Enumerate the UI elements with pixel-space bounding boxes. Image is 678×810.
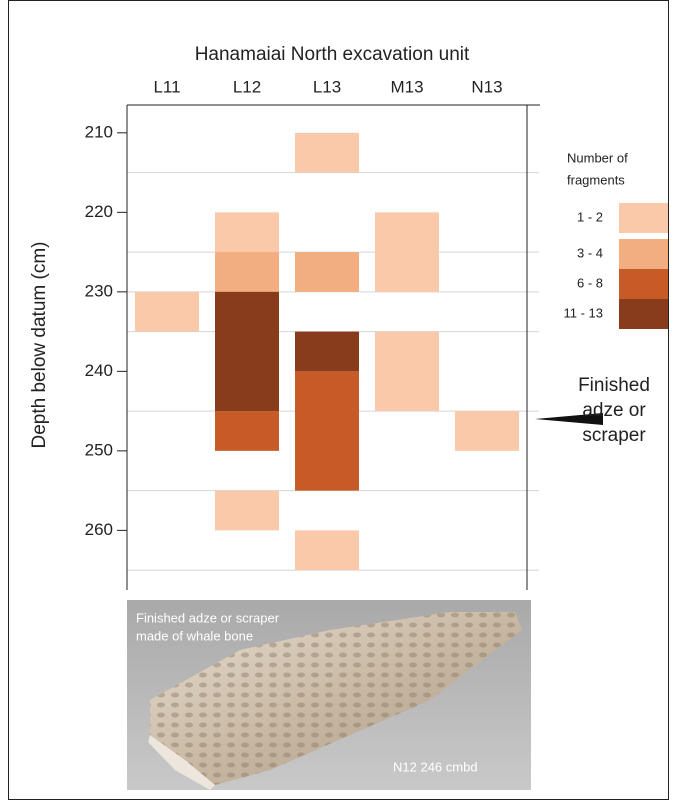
annotation-arrow <box>535 413 603 426</box>
legend-label: 1 - 2 <box>577 209 603 224</box>
y-tick-label: 240 <box>85 361 113 380</box>
photo-label: N12 246 cmbd <box>393 759 478 774</box>
x-tick-label: L13 <box>313 77 341 96</box>
legend-swatch <box>619 239 668 269</box>
x-tick-label: N13 <box>471 77 502 96</box>
photo: Finished adze or scraper made of whale b… <box>127 600 531 790</box>
annotation-text: Finished <box>578 375 650 396</box>
frame <box>8 0 669 800</box>
legend-swatch <box>619 203 668 233</box>
cell <box>215 411 279 451</box>
legend-swatch <box>619 269 668 299</box>
photo-caption: Finished adze or scraper <box>136 610 280 625</box>
cell <box>295 132 359 173</box>
annotation-text: adze or <box>582 400 646 421</box>
x-tick-label: M13 <box>390 77 423 96</box>
annotation-text: scraper <box>582 425 646 446</box>
x-tick-label: L12 <box>233 77 261 96</box>
legend-swatch <box>619 299 668 329</box>
cell <box>215 252 279 292</box>
cell <box>295 530 359 571</box>
cell <box>215 291 279 412</box>
legend-label: 11 - 13 <box>563 305 603 320</box>
x-tick-label: L11 <box>153 77 180 96</box>
legend-label: 6 - 8 <box>577 275 603 290</box>
y-tick-label: 210 <box>85 122 113 141</box>
y-tick-label: 220 <box>85 202 113 221</box>
legend-title: Number of <box>567 150 628 165</box>
cell <box>295 331 359 372</box>
cell <box>215 490 279 531</box>
y-tick-label: 230 <box>85 281 113 300</box>
chart-title: Hanamaiai North excavation unit <box>195 44 470 65</box>
y-tick-label: 250 <box>85 440 113 459</box>
legend-title: fragments <box>567 172 625 187</box>
cell <box>295 371 359 491</box>
cell <box>375 212 439 292</box>
legend-label: 3 - 4 <box>577 245 603 260</box>
cell <box>295 252 359 292</box>
cell <box>135 291 199 332</box>
y-tick-label: 260 <box>85 520 113 539</box>
cell <box>455 411 519 451</box>
cell <box>375 331 439 412</box>
y-axis-label: Depth below datum (cm) <box>29 242 50 449</box>
cell <box>215 212 279 253</box>
photo-caption: made of whale bone <box>136 628 253 643</box>
